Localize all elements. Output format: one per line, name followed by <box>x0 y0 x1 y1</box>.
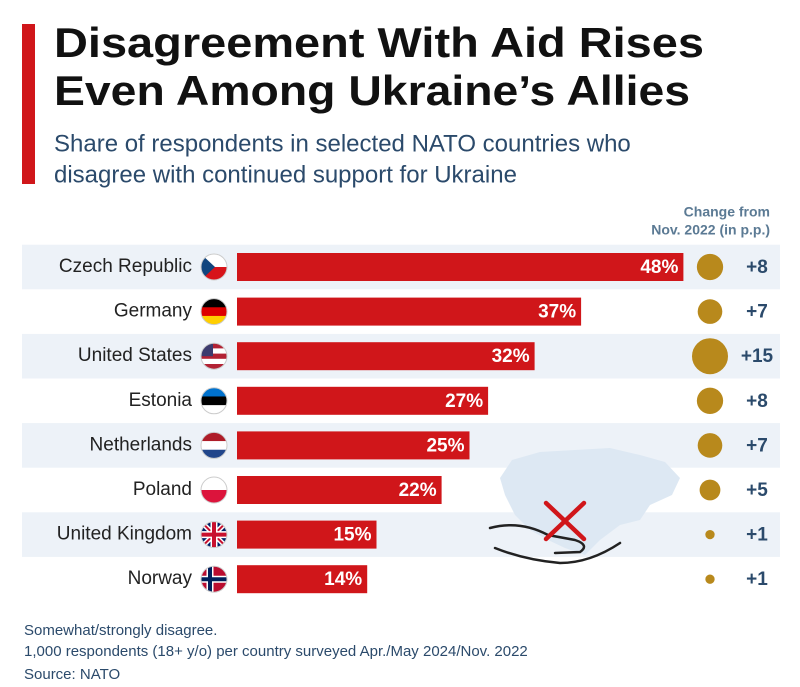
footnote: 1,000 respondents (18+ y/o) per country … <box>24 643 528 660</box>
flag-stripe <box>201 343 227 349</box>
chart-subtitle: disagree with continued support for Ukra… <box>54 161 517 188</box>
flag-stripe <box>201 449 227 459</box>
bar <box>237 565 368 594</box>
flag-icon <box>201 477 227 503</box>
flag-part <box>201 254 215 280</box>
value-label: 32% <box>492 346 530 367</box>
change-label: +8 <box>746 391 768 412</box>
accent-bar <box>22 24 35 184</box>
value-label: 14% <box>324 569 362 590</box>
category-label: United Kingdom <box>57 524 192 545</box>
change-bubble <box>696 387 724 414</box>
flag-outline <box>200 342 228 370</box>
change-label: +1 <box>746 569 768 590</box>
flag-stripe <box>201 315 227 325</box>
category-label: Germany <box>114 301 193 322</box>
change-label: +5 <box>746 480 768 501</box>
flag-icon <box>201 521 227 548</box>
value-label: 22% <box>399 480 437 501</box>
row-background <box>22 512 780 557</box>
flag-outline <box>200 476 228 504</box>
change-bubble <box>705 529 715 540</box>
flag-icon <box>201 566 227 593</box>
ukraine-illustration <box>488 448 680 565</box>
bar <box>237 520 377 549</box>
flag-outline <box>200 565 228 593</box>
flag-stripe <box>201 387 227 397</box>
change-label: +1 <box>746 525 768 546</box>
change-label: +7 <box>746 302 768 323</box>
bar <box>237 253 684 281</box>
change-bubble <box>696 253 724 281</box>
flag-icon <box>201 387 227 414</box>
source: Source: NATO <box>24 666 120 683</box>
change-label: +7 <box>746 435 768 456</box>
flag-stripe <box>201 396 227 406</box>
flag-stripe <box>201 441 227 451</box>
flag-stripe <box>201 298 227 308</box>
map-shape <box>500 448 680 555</box>
change-label: +15 <box>741 346 774 367</box>
flag-icon <box>201 432 227 459</box>
chart-title: Even Among Ukraine’s Allies <box>54 67 690 114</box>
footnote: Somewhat/strongly disagree. <box>24 622 217 639</box>
category-label: Norway <box>128 568 193 589</box>
flag-part <box>201 566 227 593</box>
bar <box>237 386 489 415</box>
category-label: Netherlands <box>90 434 192 455</box>
flag-part <box>201 521 227 548</box>
flag-outline <box>200 521 228 549</box>
category-label: Czech Republic <box>59 256 192 277</box>
bar <box>237 342 535 371</box>
cross-icon <box>543 500 587 542</box>
flag-stripe <box>201 358 227 365</box>
change-bubble <box>697 299 723 324</box>
change-bubble <box>691 338 729 375</box>
column-header: Nov. 2022 (in p.p.) <box>651 222 770 238</box>
change-bubble <box>705 574 715 584</box>
bar <box>237 476 442 504</box>
flag-stripe <box>201 405 227 414</box>
flag-stripe <box>201 490 227 503</box>
column-header: Change from <box>684 204 770 220</box>
bar <box>237 431 470 460</box>
value-label: 37% <box>538 302 576 323</box>
change-bubble <box>699 479 721 501</box>
value-label: 48% <box>640 257 678 278</box>
chart-subtitle: Share of respondents in selected NATO co… <box>54 130 631 157</box>
flag-outline <box>200 298 228 326</box>
flag-stripe <box>201 307 227 317</box>
flag-stripe <box>201 364 227 370</box>
flag-stripe <box>201 260 227 268</box>
value-label: 25% <box>426 435 464 456</box>
flag-stripe <box>201 477 227 491</box>
flag-stripe <box>201 273 227 280</box>
chart-title: Disagreement With Aid Rises <box>54 19 704 66</box>
category-label: Estonia <box>129 390 193 411</box>
flag-stripe <box>201 254 227 261</box>
flag-stripe <box>201 432 227 442</box>
change-label: +8 <box>746 257 768 278</box>
value-label: 27% <box>445 391 483 412</box>
flag-stripe <box>201 348 227 355</box>
category-label: Poland <box>133 479 192 500</box>
flag-stripe <box>201 267 227 274</box>
flag-outline <box>200 387 228 415</box>
category-label: United States <box>78 345 192 366</box>
hand-icon <box>488 523 622 565</box>
flag-stripe <box>201 353 227 360</box>
flag-outline <box>200 431 228 459</box>
flag-icon <box>201 254 227 280</box>
bar <box>237 297 582 326</box>
change-bubble <box>697 433 723 458</box>
flag-outline <box>200 253 228 281</box>
value-label: 15% <box>333 525 371 546</box>
flag-icon <box>201 298 227 325</box>
